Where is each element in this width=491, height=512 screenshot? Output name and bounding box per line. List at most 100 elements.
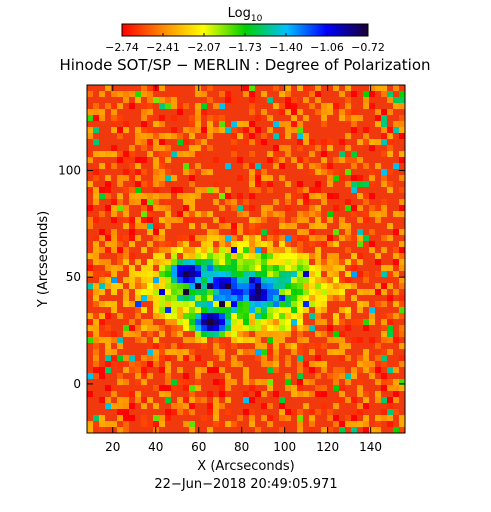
heatmap-cell bbox=[111, 247, 117, 253]
heatmap-cell bbox=[177, 349, 183, 355]
heatmap-cell bbox=[129, 235, 135, 241]
heatmap-cell bbox=[135, 361, 141, 367]
heatmap-cell bbox=[213, 355, 219, 361]
heatmap-cell bbox=[171, 175, 177, 181]
colorbar-tick-label: −2.41 bbox=[146, 41, 180, 54]
heatmap-cell bbox=[213, 157, 219, 163]
heatmap-cell bbox=[309, 229, 315, 235]
heatmap-cell bbox=[321, 301, 327, 307]
heatmap-cell bbox=[207, 331, 213, 337]
heatmap-cell bbox=[213, 283, 219, 289]
heatmap-cell bbox=[255, 325, 261, 331]
heatmap-cell bbox=[111, 229, 117, 235]
heatmap-cell bbox=[111, 337, 117, 343]
heatmap-cell bbox=[237, 325, 243, 331]
heatmap-cell bbox=[225, 277, 231, 283]
heatmap-cell bbox=[183, 319, 189, 325]
heatmap-cell bbox=[189, 193, 195, 199]
heatmap-cell bbox=[267, 385, 273, 391]
heatmap-cell bbox=[183, 295, 189, 301]
heatmap-cell bbox=[123, 259, 129, 265]
heatmap-cell bbox=[327, 295, 333, 301]
heatmap-cell bbox=[171, 403, 177, 409]
heatmap-cell bbox=[291, 217, 297, 223]
heatmap-cell bbox=[171, 379, 177, 385]
heatmap-cell bbox=[129, 217, 135, 223]
heatmap-cell bbox=[345, 181, 351, 187]
heatmap-cell bbox=[195, 373, 201, 379]
heatmap-cell bbox=[297, 127, 303, 133]
heatmap-cell bbox=[267, 157, 273, 163]
heatmap-cell bbox=[195, 115, 201, 121]
heatmap-cell bbox=[135, 91, 141, 97]
heatmap-cell bbox=[249, 97, 255, 103]
heatmap-cell bbox=[189, 133, 195, 139]
heatmap-cell bbox=[195, 127, 201, 133]
heatmap-cell bbox=[321, 235, 327, 241]
heatmap-cell bbox=[279, 343, 285, 349]
heatmap-cell bbox=[225, 193, 231, 199]
heatmap-cell bbox=[243, 235, 249, 241]
heatmap-cell bbox=[387, 181, 393, 187]
heatmap-cell bbox=[303, 133, 309, 139]
heatmap-cell bbox=[183, 103, 189, 109]
heatmap-cell bbox=[303, 97, 309, 103]
heatmap-cell bbox=[291, 253, 297, 259]
heatmap-cell bbox=[381, 271, 387, 277]
heatmap-cell bbox=[321, 199, 327, 205]
heatmap-cell bbox=[117, 397, 123, 403]
heatmap-cell bbox=[255, 163, 261, 169]
heatmap-cell bbox=[177, 379, 183, 385]
heatmap-cell bbox=[279, 109, 285, 115]
heatmap-cell bbox=[183, 139, 189, 145]
heatmap-cell bbox=[363, 163, 369, 169]
heatmap-cell bbox=[117, 103, 123, 109]
heatmap-cell bbox=[339, 115, 345, 121]
heatmap-cell bbox=[357, 115, 363, 121]
heatmap-cell bbox=[333, 349, 339, 355]
heatmap-cell bbox=[93, 271, 99, 277]
heatmap-cell bbox=[387, 133, 393, 139]
heatmap-cell bbox=[189, 121, 195, 127]
heatmap-cell bbox=[159, 139, 165, 145]
heatmap-cell bbox=[153, 259, 159, 265]
heatmap-cell bbox=[147, 397, 153, 403]
heatmap-cell bbox=[141, 319, 147, 325]
heatmap-cell bbox=[399, 205, 405, 211]
heatmap-cell bbox=[327, 349, 333, 355]
heatmap-cell bbox=[171, 103, 177, 109]
heatmap-cell bbox=[285, 415, 291, 421]
heatmap-cell bbox=[177, 265, 183, 271]
heatmap-cell bbox=[249, 415, 255, 421]
heatmap-cell bbox=[339, 295, 345, 301]
heatmap-cell bbox=[315, 181, 321, 187]
heatmap-cell bbox=[231, 253, 237, 259]
heatmap-cell bbox=[219, 91, 225, 97]
heatmap-cell bbox=[267, 277, 273, 283]
heatmap-cell bbox=[267, 289, 273, 295]
heatmap-cell bbox=[117, 415, 123, 421]
heatmap-cell bbox=[309, 343, 315, 349]
heatmap-cell bbox=[219, 307, 225, 313]
heatmap-cell bbox=[243, 331, 249, 337]
heatmap-cell bbox=[267, 175, 273, 181]
heatmap-cell bbox=[183, 355, 189, 361]
heatmap-cell bbox=[213, 265, 219, 271]
heatmap-cell bbox=[117, 343, 123, 349]
heatmap-cell bbox=[249, 295, 255, 301]
heatmap-cell bbox=[153, 163, 159, 169]
heatmap-cell bbox=[147, 343, 153, 349]
heatmap-cell bbox=[105, 175, 111, 181]
heatmap-cell bbox=[87, 205, 93, 211]
heatmap-cell bbox=[189, 265, 195, 271]
heatmap-cell bbox=[321, 139, 327, 145]
heatmap-cell bbox=[327, 193, 333, 199]
heatmap-cell bbox=[315, 85, 321, 91]
colorbar-tick-label: −1.40 bbox=[269, 41, 303, 54]
heatmap-cell bbox=[261, 253, 267, 259]
heatmap-cell bbox=[111, 91, 117, 97]
heatmap-cell bbox=[147, 193, 153, 199]
heatmap-cell bbox=[297, 373, 303, 379]
heatmap-cell bbox=[117, 157, 123, 163]
heatmap-cell bbox=[309, 367, 315, 373]
